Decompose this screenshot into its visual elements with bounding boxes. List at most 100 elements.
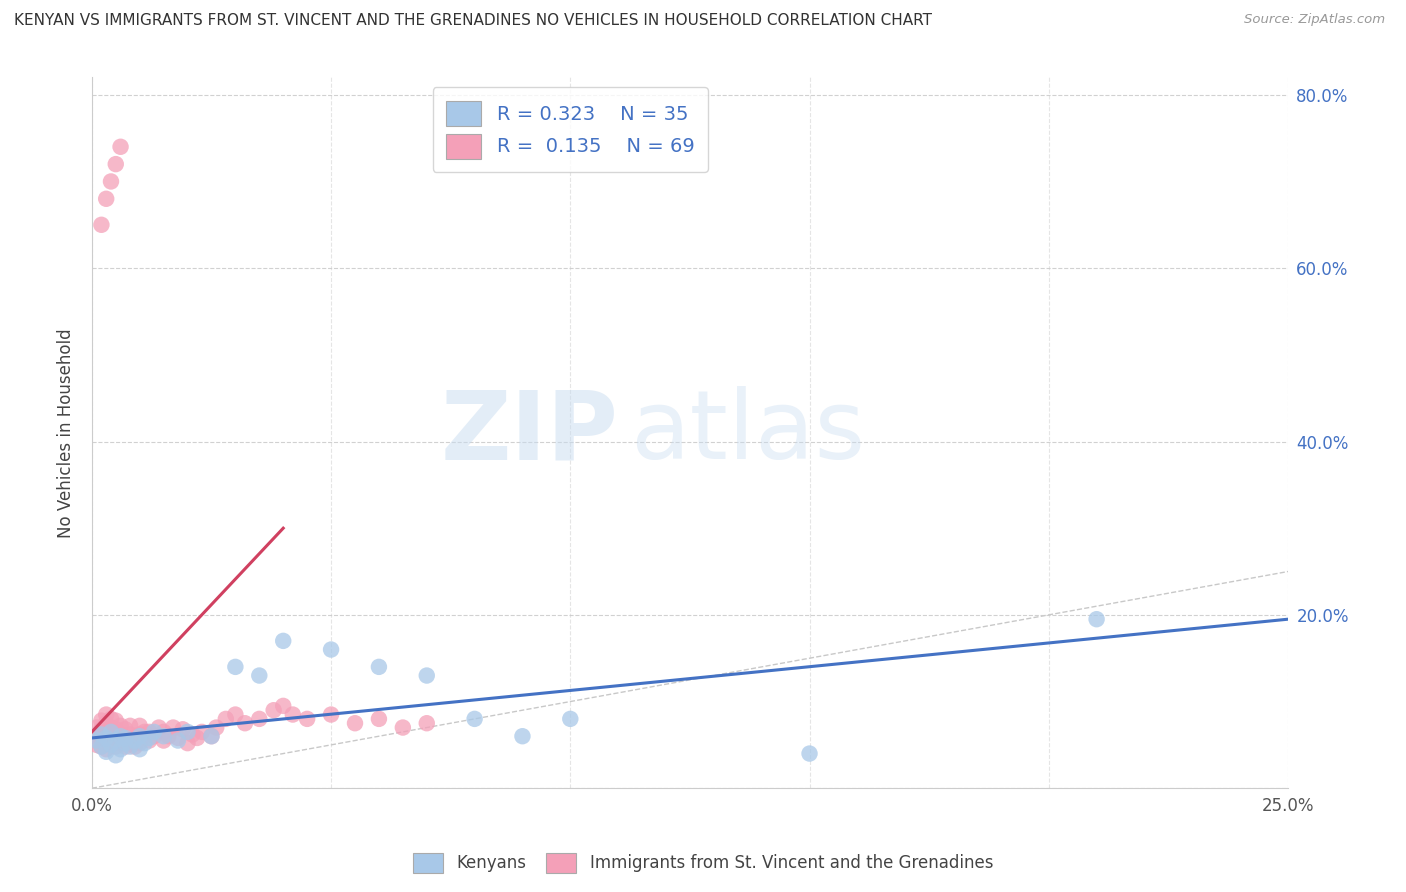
Point (114, 736, 136, 750)
Point (186, 731, 208, 745)
Point (124, 739, 146, 754)
Point (124, 733, 146, 747)
Point (143, 729, 166, 743)
Point (96, 192, 118, 206)
Point (96, 707, 118, 722)
Point (86, 738, 108, 752)
Point (512, 729, 534, 743)
Point (319, 707, 342, 722)
Point (100, 729, 122, 743)
Point (343, 716, 366, 731)
Point (120, 727, 142, 741)
Y-axis label: No Vehicles in Household: No Vehicles in Household (58, 328, 75, 538)
Point (152, 724, 174, 739)
Point (128, 736, 150, 750)
Point (86, 733, 108, 747)
Point (138, 733, 160, 747)
Point (128, 742, 150, 756)
Point (233, 716, 256, 731)
Point (162, 721, 184, 735)
Point (90, 739, 112, 754)
Point (392, 721, 415, 735)
Point (138, 724, 160, 739)
Point (96, 733, 118, 747)
Point (90, 731, 112, 745)
Point (368, 660, 391, 674)
Point (200, 729, 222, 743)
Point (247, 668, 270, 682)
Point (157, 729, 180, 743)
Point (110, 742, 132, 756)
Point (120, 739, 142, 754)
Point (281, 707, 304, 722)
Point (138, 731, 160, 745)
Point (128, 719, 150, 733)
Point (90, 218, 112, 232)
Point (560, 712, 582, 726)
Point (176, 736, 198, 750)
Point (152, 733, 174, 747)
Point (100, 738, 122, 752)
Point (110, 736, 132, 750)
Point (110, 729, 132, 743)
Point (271, 633, 294, 648)
Point (100, 721, 122, 735)
Point (143, 724, 166, 739)
Point (1085, 612, 1108, 626)
Text: KENYAN VS IMMIGRANTS FROM ST. VINCENT AND THE GRENADINES NO VEHICLES IN HOUSEHOL: KENYAN VS IMMIGRANTS FROM ST. VINCENT AN… (14, 13, 932, 29)
Point (191, 724, 214, 739)
Point (96, 731, 118, 745)
Point (416, 716, 439, 731)
Point (271, 698, 294, 713)
Point (100, 738, 122, 752)
Point (90, 727, 112, 741)
Point (167, 731, 190, 745)
Point (104, 723, 127, 737)
Point (104, 731, 127, 745)
Point (104, 748, 127, 763)
Point (167, 733, 190, 747)
Point (224, 707, 246, 722)
Point (120, 736, 142, 750)
Point (120, 719, 142, 733)
Point (90, 739, 112, 754)
Text: ZIP: ZIP (440, 386, 619, 479)
Point (96, 724, 118, 739)
Point (176, 724, 198, 739)
Point (172, 723, 194, 737)
Point (110, 727, 132, 741)
Point (86, 729, 108, 743)
Point (90, 714, 112, 728)
Point (215, 712, 238, 726)
Point (114, 723, 136, 737)
Point (152, 729, 174, 743)
Point (96, 745, 118, 759)
Point (110, 140, 132, 154)
Point (104, 739, 127, 754)
Point (100, 174, 122, 188)
Point (263, 703, 285, 717)
Point (104, 733, 127, 747)
Point (96, 716, 118, 731)
Legend: Kenyans, Immigrants from St. Vincent and the Grenadines: Kenyans, Immigrants from St. Vincent and… (406, 847, 1000, 880)
Point (128, 727, 150, 741)
Point (799, 747, 821, 761)
Point (110, 719, 132, 733)
Point (416, 668, 439, 682)
Point (134, 736, 156, 750)
Text: atlas: atlas (630, 386, 865, 479)
Point (128, 729, 150, 743)
Point (368, 712, 391, 726)
Point (247, 712, 270, 726)
Point (114, 731, 136, 745)
Point (96, 742, 118, 756)
Point (114, 731, 136, 745)
Point (295, 712, 318, 726)
Point (100, 712, 122, 726)
Point (104, 714, 127, 728)
Point (200, 729, 222, 743)
Point (114, 739, 136, 754)
Point (148, 721, 170, 735)
Point (86, 721, 108, 735)
Point (181, 727, 204, 741)
